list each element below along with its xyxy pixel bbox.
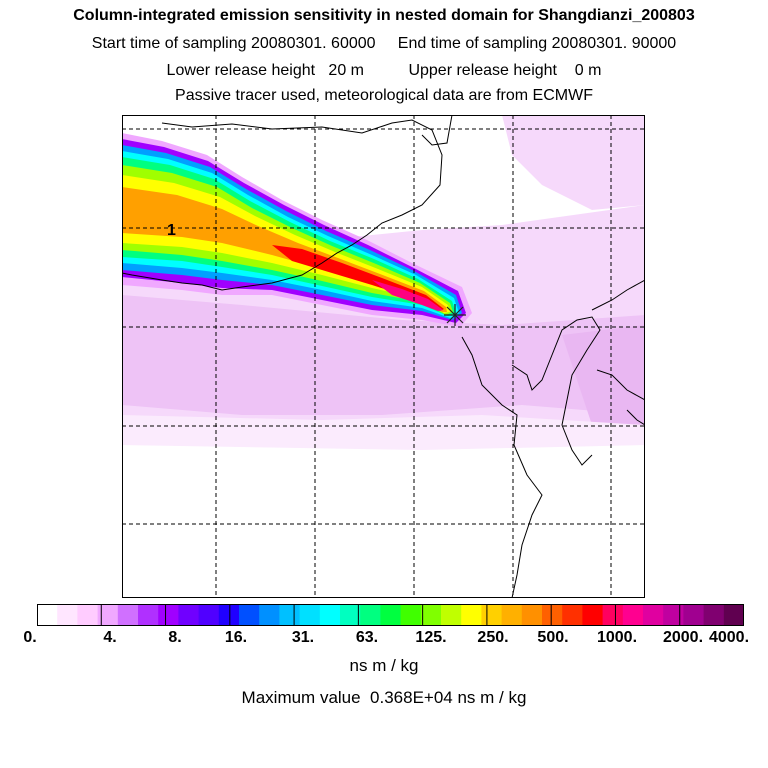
colorbar-swatch: [542, 604, 563, 626]
colorbar-tick-label: 4.: [103, 629, 117, 646]
colorbar-swatch: [400, 604, 422, 626]
colorbar-swatch: [521, 604, 543, 626]
map-frame: [122, 115, 645, 598]
colorbar-swatch: [198, 604, 220, 626]
sampling-time-line: Start time of sampling 20080301. 60000 E…: [91, 35, 677, 52]
colorbar-swatch: [57, 604, 78, 626]
colorbar-tick-label: 500.: [537, 629, 569, 646]
contour-label: 1: [167, 222, 176, 239]
colorbar-swatch: [158, 604, 179, 626]
colorbar-swatch: [279, 604, 301, 626]
colorbar-swatch: [663, 604, 684, 626]
colorbar-swatch: [562, 604, 583, 626]
colorbar-swatch: [723, 604, 744, 626]
colorbar-tick-label: 125.: [415, 629, 447, 646]
sensitivity-map: 1: [122, 115, 645, 598]
maximum-value: Maximum value 0.368E+04 ns m / kg: [241, 688, 527, 707]
colorbar-swatch: [319, 604, 341, 626]
colorbar-tick-label: 16.: [224, 629, 248, 646]
colorbar-tick-label: 250.: [477, 629, 509, 646]
receptor-star-icon: [444, 304, 466, 326]
colorbar-tick-label: 63.: [355, 629, 379, 646]
tracer-info-line: Passive tracer used, meteorological data…: [175, 87, 593, 104]
colorbar-swatch: [622, 604, 644, 626]
colorbar-swatch: [481, 604, 503, 626]
colorbar-swatch: [117, 604, 139, 626]
colorbar-swatch: [97, 604, 119, 626]
colorbar-swatch: [360, 604, 381, 626]
colorbar-tick-label: 2000.: [662, 629, 704, 646]
colorbar-tick-label: 8.: [168, 629, 182, 646]
release-height-line: Lower release height 20 m Upper release …: [166, 62, 602, 79]
colorbar-swatch: [178, 604, 200, 626]
colorbar-tick-label: 31.: [291, 629, 315, 646]
colorbar-tick-label: 1000.: [596, 629, 638, 646]
colorbar-swatch: [643, 604, 664, 626]
colorbar-frame: [37, 604, 744, 626]
colorbar-swatch: [340, 604, 361, 626]
colorbar-swatch: [218, 604, 240, 626]
colorbar-swatch: [582, 604, 604, 626]
map-grid: [122, 115, 645, 598]
colorbar-swatch: [37, 604, 58, 626]
colorbar-swatch: [683, 604, 705, 626]
colorbar-swatch: [380, 604, 402, 626]
colorbar-swatch: [299, 604, 321, 626]
chart-title: Column-integrated emission sensitivity i…: [73, 7, 695, 24]
background-sensitivity-field: [122, 115, 645, 450]
colorbar-units: ns m / kg: [349, 656, 419, 675]
colorbar-swatch: [501, 604, 523, 626]
colorbar-swatch: [703, 604, 725, 626]
colorbar-canvas: [37, 604, 744, 626]
colorbar-tick-label: 0.: [23, 629, 37, 646]
colorbar-swatch: [461, 604, 482, 626]
map-canvas: 1: [122, 115, 645, 598]
colorbar-swatch: [602, 604, 624, 626]
colorbar-tick-label: 4000.: [708, 629, 750, 646]
colorbar-swatch: [259, 604, 280, 626]
emission-plume: [122, 133, 472, 327]
colorbar-swatch: [420, 604, 442, 626]
colorbar-swatch: [239, 604, 260, 626]
colorbar-swatch: [77, 604, 99, 626]
colorbar-swatch: [138, 604, 159, 626]
colorbar: [37, 604, 744, 626]
colorbar-swatch: [441, 604, 462, 626]
